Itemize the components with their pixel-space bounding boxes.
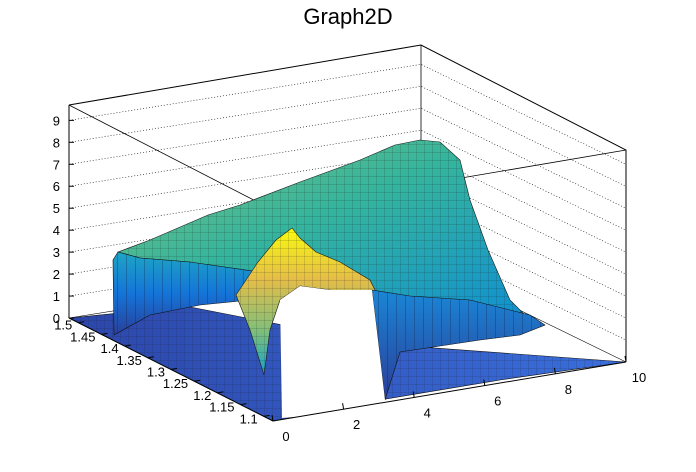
y-tick-mark — [217, 391, 224, 394]
y-tick-label: 1.2 — [193, 388, 211, 403]
x-tick-mark — [342, 403, 345, 410]
x-tick-mark — [412, 391, 415, 398]
x-axis: 0 2 4 6 8 10 — [271, 355, 646, 444]
y-tick-mark — [170, 368, 178, 370]
z-gridline — [68, 64, 627, 165]
y-tick-label: 1.25 — [163, 376, 188, 391]
z-tick-label: 5 — [53, 201, 60, 216]
y-tick-label: 1.15 — [209, 400, 234, 415]
y-tick-mark — [147, 356, 154, 359]
y-tick-mark — [240, 403, 247, 406]
z-tick-label: 0 — [53, 311, 60, 326]
z-tick-label: 9 — [53, 113, 60, 128]
surface — [67, 139, 627, 422]
z-tick-label: 2 — [53, 267, 60, 282]
x-tick-label: 0 — [282, 429, 289, 444]
y-tick-label: 1.1 — [240, 411, 258, 426]
z-tick-label: 3 — [53, 245, 60, 260]
y-tick-label: 1.4 — [101, 341, 119, 356]
z-tick-label: 7 — [53, 157, 60, 172]
y-tick-mark — [78, 321, 85, 324]
x-tick-label: 6 — [494, 394, 501, 409]
z-tick-label: 8 — [53, 135, 60, 150]
z-axis: 0 1 2 3 4 5 6 7 8 9 — [53, 105, 74, 326]
z-tick-label: 4 — [53, 223, 60, 238]
chart-title: Graph2D — [303, 4, 392, 29]
x-tick-label: 2 — [353, 417, 360, 432]
x-tick-label: 8 — [565, 382, 572, 397]
y-tick-mark — [124, 344, 131, 347]
z-tick-label: 6 — [53, 179, 60, 194]
y-tick-mark — [263, 414, 270, 417]
y-tick-label: 1.45 — [70, 329, 95, 344]
y-tick-label: 1.3 — [147, 365, 165, 380]
y-axis: 1.1 1.151.2 1.251.3 1.351.4 1.451.5 — [54, 317, 274, 426]
y-tick-label: 1.35 — [117, 353, 142, 368]
x-tick-mark — [553, 367, 556, 374]
x-tick-mark — [483, 379, 486, 386]
y-tick-mark — [101, 332, 108, 335]
x-tick-label: 4 — [424, 405, 431, 420]
x-tick-label: 10 — [632, 370, 646, 385]
surface-gap — [280, 286, 385, 418]
x-tick-mark — [271, 414, 274, 422]
z-tick-label: 1 — [53, 289, 60, 304]
y-tick-label: 1.5 — [54, 318, 72, 333]
y-tick-mark — [194, 379, 201, 382]
x-tick-mark — [624, 355, 627, 363]
